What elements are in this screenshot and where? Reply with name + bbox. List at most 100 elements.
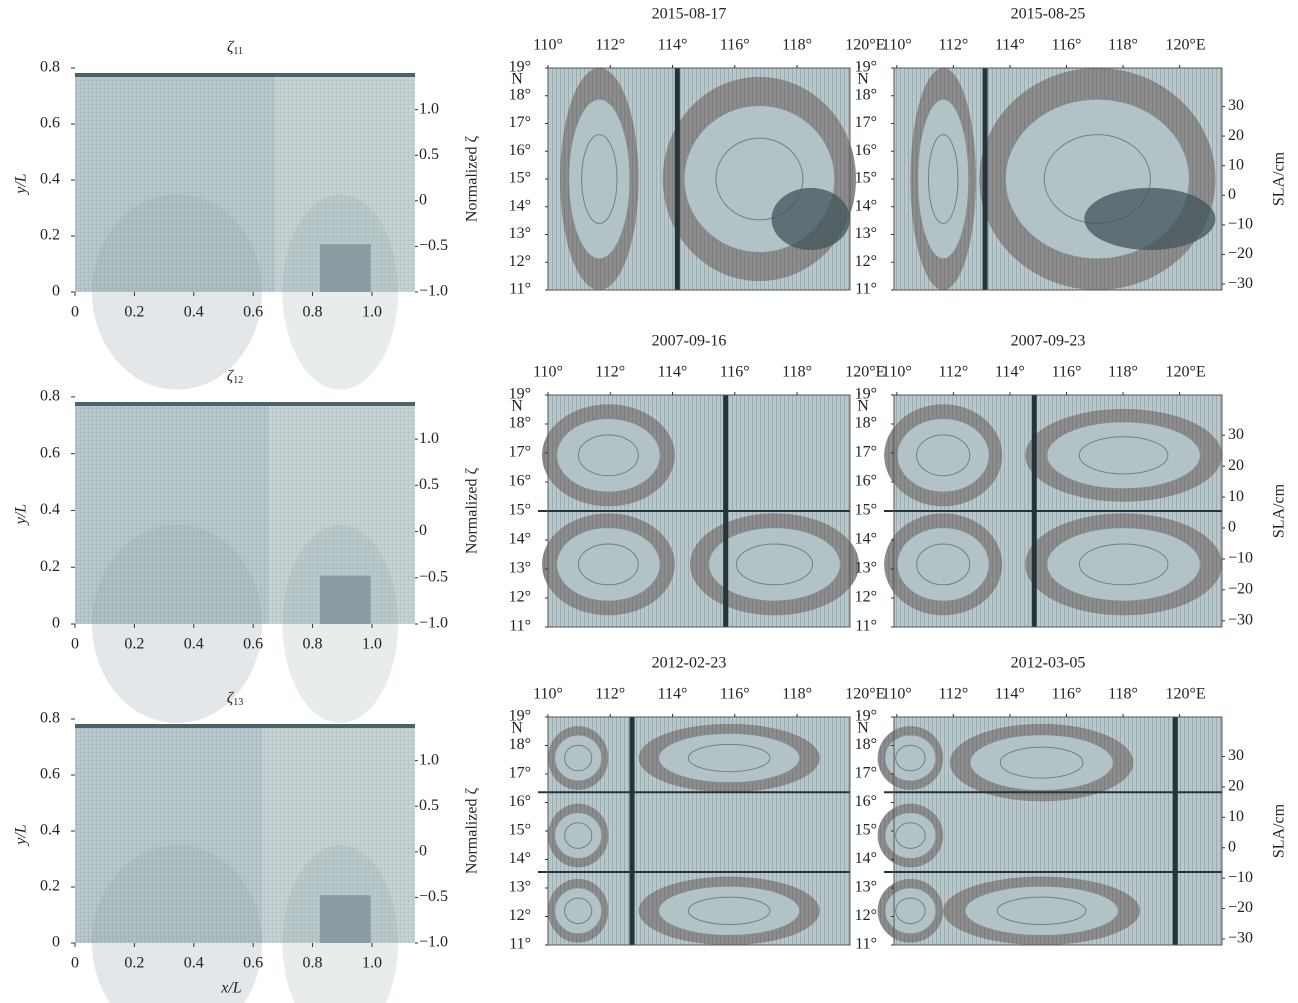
lat-tick-label: 15°	[509, 822, 531, 839]
lon-tick-label: 112°	[595, 686, 625, 703]
y2-tick-label: 1.0	[419, 751, 439, 768]
lat-tick-label: 11°	[855, 618, 877, 635]
y2-tick-label: 1.0	[419, 100, 439, 117]
lat-tick-label: 11°	[509, 936, 531, 953]
x-tick-label: 1.0	[362, 304, 382, 321]
lat-tick-label: 14°	[855, 850, 877, 867]
lon-tick-label: 112°	[938, 686, 968, 703]
top-edge	[75, 724, 415, 728]
lat-tick-label: 13°	[855, 225, 877, 242]
y2-axis-label: SLA/cm	[1271, 803, 1288, 858]
sub-block	[320, 895, 371, 943]
eddy-core	[970, 735, 1113, 791]
lon-tick-label: 114°	[658, 37, 688, 54]
y-tick-label: 0.2	[40, 558, 60, 575]
y-axis-label: y/L	[13, 173, 30, 196]
y2-tick-label: 0.5	[419, 476, 439, 493]
y2-tick-label: −10	[1228, 550, 1253, 567]
lat-tick-label: 14°	[855, 531, 877, 548]
lon-tick-label: 112°	[938, 364, 968, 381]
y2-tick-label: 10	[1228, 156, 1244, 173]
y2-tick-label: −20	[1228, 245, 1253, 262]
x-tick-label: 0.2	[124, 304, 144, 321]
y2-tick-label: −0.5	[419, 888, 448, 905]
title-subscript: 11	[233, 46, 243, 57]
lat-tick-label: 11°	[855, 936, 877, 953]
y2-tick-label: 10	[1228, 488, 1244, 505]
lat-tick-label: 14°	[509, 197, 531, 214]
lat-tick-label: 14°	[855, 197, 877, 214]
lat-tick-label: 17°	[855, 444, 877, 461]
lat-tick-label: 12°	[509, 253, 531, 270]
lat-tick-label: 12°	[509, 907, 531, 924]
title-subscript: 13	[233, 697, 243, 708]
x-tick-label: 0.4	[184, 955, 204, 972]
front-line	[983, 68, 988, 290]
y2-axis-label: SLA/cm	[1271, 151, 1288, 206]
eddy-core	[897, 419, 989, 492]
x-tick-label: 0.6	[243, 304, 263, 321]
y2-tick-label: 0	[1228, 838, 1236, 855]
sub-block	[320, 244, 371, 292]
lat-tick-label: 11°	[509, 281, 531, 298]
y-tick-label: 0.8	[40, 710, 60, 727]
figure: ζ1100.20.40.60.81.000.20.40.60.8−1.0−0.5…	[0, 0, 1298, 1003]
x-tick-label: 1.0	[362, 955, 382, 972]
lon-tick-label: 120°E	[1166, 364, 1206, 381]
y-tick-label: 0.2	[40, 227, 60, 244]
lat-tick-label: 16°	[509, 142, 531, 159]
eddy-core	[965, 886, 1119, 935]
lon-tick-label: 114°	[658, 686, 688, 703]
y-axis-label: Normalized ζ	[464, 788, 481, 875]
y2-tick-label: 20	[1228, 778, 1244, 795]
y-tick-label: 0	[52, 615, 60, 632]
map-title: 2015-08-17	[652, 6, 727, 23]
lon-tick-label: 120°E	[845, 686, 885, 703]
lat-tick-label: 13°	[509, 879, 531, 896]
lat-tick-label: 15°	[509, 502, 531, 519]
y-tick-label: 0.8	[40, 59, 60, 76]
y2-tick-label: 1.0	[419, 430, 439, 447]
eddy-core	[557, 528, 661, 601]
x-tick-label: 0.2	[124, 636, 144, 653]
lat-tick-label: 12°	[855, 589, 877, 606]
lat-tick-label: 17°	[509, 765, 531, 782]
y2-tick-label: −1.0	[419, 615, 448, 632]
lat-tick-label: 12°	[509, 589, 531, 606]
lat-tick-label: 17°	[509, 114, 531, 131]
lat-tick-label: 18°	[855, 736, 877, 753]
lat-tick-label: 18°	[509, 86, 531, 103]
panel-title: ζ12	[227, 368, 243, 387]
y-tick-label: 0.8	[40, 388, 60, 405]
eddy-core	[659, 733, 800, 782]
lon-tick-label: 112°	[595, 37, 625, 54]
lon-tick-label: 120°E	[1166, 37, 1206, 54]
eddy-core	[709, 528, 841, 601]
y2-tick-label: 20	[1228, 457, 1244, 474]
lat-tick-label: 17°	[855, 765, 877, 782]
eddy-core	[885, 813, 936, 859]
lat-tick-label: 11°	[509, 618, 531, 635]
pattern-shade	[92, 194, 262, 389]
top-edge	[75, 73, 415, 77]
front-line	[1173, 717, 1178, 945]
lon-tick-label: 118°	[782, 364, 812, 381]
lat-tick-label: 12°	[855, 253, 877, 270]
lon-tick-label: 118°	[782, 37, 812, 54]
y-tick-label: 0.6	[40, 444, 60, 461]
x-tick-label: 0.8	[303, 304, 323, 321]
lon-tick-label: 116°	[720, 686, 750, 703]
x-tick-label: 0	[71, 955, 79, 972]
lon-tick-label: 120°E	[845, 364, 885, 381]
lat-tick-label: 16°	[509, 793, 531, 810]
lon-tick-label: 110°	[533, 37, 563, 54]
y2-tick-label: −30	[1228, 275, 1253, 292]
lat-tick-label: 16°	[855, 473, 877, 490]
lat-suffix: N	[511, 720, 523, 737]
lon-tick-label: 120°E	[1166, 686, 1206, 703]
map-title: 2007-09-23	[1011, 333, 1086, 350]
lat-tick-label: 14°	[509, 850, 531, 867]
eddy-core	[659, 886, 800, 935]
y2-tick-label: 30	[1228, 747, 1244, 764]
lon-tick-label: 118°	[1108, 364, 1138, 381]
